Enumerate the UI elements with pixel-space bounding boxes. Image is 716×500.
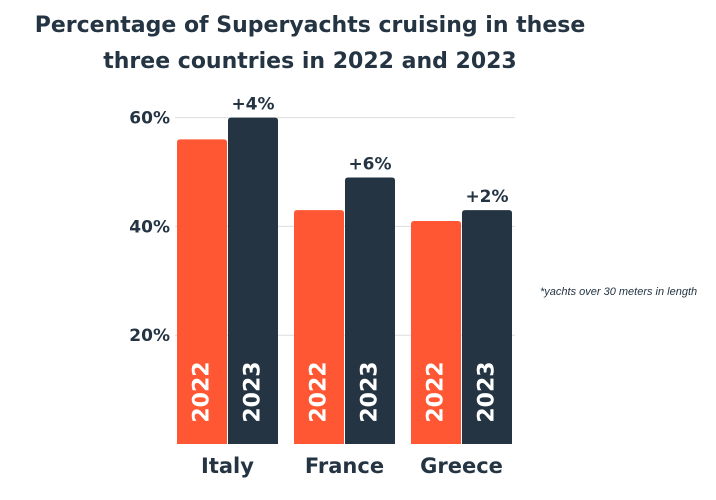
bar-series-label: 2022 xyxy=(307,361,332,422)
change-label: +4% xyxy=(231,95,274,115)
chart-title-line-2: three countries in 2022 and 2023 xyxy=(103,49,517,74)
y-tick-label: 60% xyxy=(129,109,170,129)
y-tick-label: 40% xyxy=(129,217,170,237)
bar-italy-2023 xyxy=(228,117,278,444)
bar-series-label: 2022 xyxy=(190,361,215,422)
chart-title-line-1: Percentage of Superyachts cruising in th… xyxy=(34,13,586,38)
bar-greece-2022 xyxy=(411,220,461,444)
chart-title: Percentage of Superyachts cruising in th… xyxy=(30,8,590,80)
bar-series-label: 2023 xyxy=(358,361,383,422)
footnote-annotation: *yachts over 30 meters in length xyxy=(540,286,698,298)
bar-series-label: 2023 xyxy=(241,361,266,422)
bar-italy-2022 xyxy=(177,139,227,445)
change-label: +2% xyxy=(465,187,508,207)
y-tick-label: 20% xyxy=(129,326,170,346)
x-category-label: France xyxy=(305,454,384,478)
bar-france-2022 xyxy=(294,210,344,444)
x-category-label: Italy xyxy=(201,454,254,478)
change-label: +6% xyxy=(348,154,391,174)
x-category-label: Greece xyxy=(420,454,503,478)
bar-france-2023 xyxy=(345,177,395,444)
bar-greece-2023 xyxy=(462,210,512,444)
bar-series-label: 2023 xyxy=(475,361,500,422)
bar-series-label: 2022 xyxy=(424,361,449,422)
